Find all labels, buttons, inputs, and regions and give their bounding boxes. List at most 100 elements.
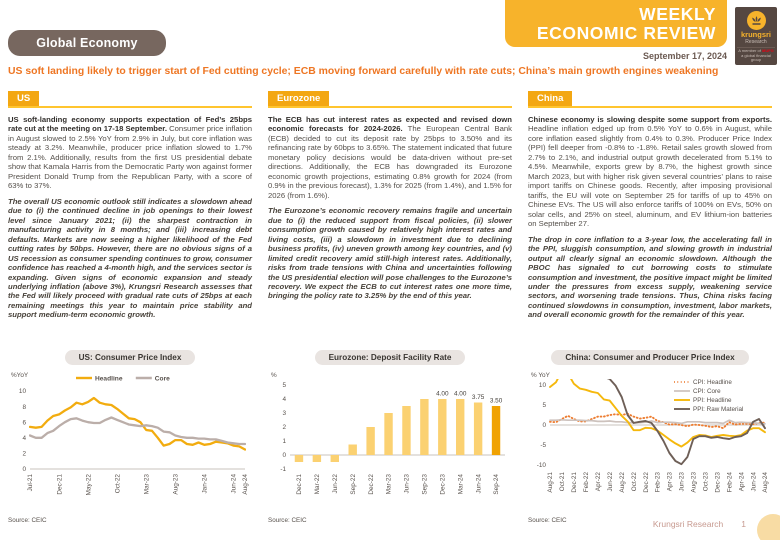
logo-tagline: A member of MUFG a global financial grou… (737, 47, 775, 62)
svg-text:5: 5 (282, 382, 286, 389)
svg-text:Core: Core (155, 375, 170, 382)
china-chart-source: Source: CEIC (528, 517, 567, 524)
us-section-header: US (8, 88, 252, 108)
china-chart-title: China: Consumer and Producer Price Index (551, 350, 749, 365)
svg-text:Aug-23: Aug-23 (691, 472, 698, 493)
global-economy-badge: Global Economy (8, 30, 166, 56)
svg-text:Jun-22: Jun-22 (607, 472, 614, 492)
banner-line1: WEEKLY (639, 4, 716, 24)
china-section-tab: China (528, 91, 573, 106)
us-paragraph-2: The overall US economic outlook still in… (8, 196, 252, 320)
svg-text:3.75: 3.75 (472, 394, 485, 401)
svg-text:Mar-22: Mar-22 (314, 474, 321, 495)
svg-text:4.00: 4.00 (454, 391, 467, 398)
svg-text:Dec-21: Dec-21 (296, 474, 303, 495)
svg-text:Headline: Headline (95, 375, 123, 382)
svg-text:Aug-22: Aug-22 (619, 472, 626, 493)
logo-brand-text: krungsri (740, 30, 771, 39)
svg-text:4.00: 4.00 (436, 391, 449, 398)
svg-text:Dec-21: Dec-21 (571, 472, 578, 493)
svg-text:Feb-23: Feb-23 (655, 472, 662, 493)
svg-text:Feb-24: Feb-24 (726, 472, 733, 493)
svg-text:Aug-24: Aug-24 (762, 472, 769, 493)
svg-text:2: 2 (282, 424, 286, 431)
svg-text:Apr-22: Apr-22 (595, 472, 602, 492)
svg-text:6: 6 (22, 419, 26, 426)
svg-text:Sep-22: Sep-22 (350, 474, 357, 495)
svg-text:4: 4 (282, 396, 286, 403)
svg-text:Oct-23: Oct-23 (702, 472, 709, 492)
svg-text:Aug-23: Aug-23 (172, 474, 179, 495)
svg-text:5: 5 (542, 402, 546, 409)
weekly-economic-review-banner: WEEKLY ECONOMIC REVIEW (505, 0, 727, 47)
eurozone-chart-block: Eurozone: Deposit Facility Rate % -1 0 1 2 3 4… (268, 350, 512, 524)
svg-text:%YoY: %YoY (11, 372, 29, 379)
krungsri-lotus-icon (746, 11, 766, 30)
us-section-tab: US (8, 91, 40, 106)
svg-text:Oct-22: Oct-22 (631, 472, 638, 492)
us-paragraph-1: US soft-landing economy supports expecta… (8, 115, 253, 191)
page-footer: Krungsri Research 1 (653, 519, 746, 529)
column-eurozone: Eurozone The ECB has cut interest rates … (268, 88, 512, 540)
corner-decoration-circle (757, 514, 780, 540)
page-headline: US soft landing likely to trigger start … (8, 66, 719, 77)
svg-text:Feb-22: Feb-22 (583, 472, 590, 493)
svg-text:1: 1 (282, 438, 286, 445)
krungsri-logo: krungsri Research A member of MUFG a glo… (735, 7, 777, 65)
svg-text:3.50: 3.50 (490, 398, 503, 405)
column-us: US US soft-landing economy supports expe… (8, 88, 252, 540)
logo-sub-text: Research (745, 39, 767, 45)
svg-text:Dec-23: Dec-23 (714, 472, 721, 493)
svg-text:Mar-23: Mar-23 (386, 474, 393, 495)
svg-text:-10: -10 (537, 462, 547, 469)
svg-text:Dec-23: Dec-23 (439, 474, 446, 495)
svg-text:% YoY: % YoY (531, 372, 551, 379)
svg-text:8: 8 (22, 404, 26, 411)
svg-text:Jun-24: Jun-24 (475, 474, 482, 494)
svg-text:Apr-23: Apr-23 (667, 472, 674, 492)
svg-text:Jun-23: Jun-23 (404, 474, 411, 494)
svg-text:10: 10 (19, 388, 27, 395)
china-chart-block: China: Consumer and Producer Price Index… (528, 350, 772, 524)
svg-text:Apr-24: Apr-24 (738, 472, 745, 492)
svg-text:PPI: Headline: PPI: Headline (693, 397, 732, 404)
svg-text:-1: -1 (280, 466, 286, 473)
eurozone-paragraph-1: The ECB has cut interest rates as expect… (268, 115, 513, 200)
report-date: September 17, 2024 (642, 51, 727, 61)
mufg-mark: MUFG (762, 48, 774, 53)
svg-text:PPI: Raw Material: PPI: Raw Material (693, 406, 743, 413)
svg-text:%: % (271, 372, 277, 379)
eurozone-chart-title: Eurozone: Deposit Facility Rate (314, 350, 466, 365)
us-chart-title: US: Consumer Price Index (64, 350, 196, 365)
svg-text:Jul-21: Jul-21 (27, 474, 34, 492)
svg-text:Jun-24: Jun-24 (231, 474, 238, 494)
svg-text:Dec-22: Dec-22 (368, 474, 375, 495)
banner-line2: ECONOMIC REVIEW (536, 23, 716, 43)
us-chart-source: Source: CEIC (8, 517, 47, 524)
svg-text:-5: -5 (540, 442, 546, 449)
svg-text:Jun-22: Jun-22 (332, 474, 339, 494)
svg-text:0: 0 (542, 422, 546, 429)
columns-container: US US soft-landing economy supports expe… (8, 88, 772, 540)
china-paragraph-1: Chinese economy is slowing despite some … (528, 115, 772, 229)
svg-text:Aug-21: Aug-21 (547, 472, 554, 493)
eurozone-deposit-rate-chart: % -1 0 1 2 3 4 5 Dec-21 Mar-22 Jun-22 Sep-22 Dec-22 M… (271, 372, 505, 495)
eurozone-section-tab: Eurozone (268, 91, 330, 106)
china-section-header: China (528, 88, 772, 108)
svg-text:Dec-22: Dec-22 (643, 472, 650, 493)
us-chart-block: US: Consumer Price Index %YoY 0 2 4 6 8 10 Jul-… (8, 350, 252, 524)
svg-text:Aug-24: Aug-24 (242, 474, 249, 495)
column-china: China Chinese economy is slowing despite… (528, 88, 772, 540)
svg-text:CPI: Core: CPI: Core (693, 388, 721, 395)
svg-text:CPI: Headline: CPI: Headline (693, 379, 732, 386)
svg-text:Mar-24: Mar-24 (457, 474, 464, 495)
svg-text:10: 10 (539, 382, 547, 389)
svg-text:0: 0 (22, 466, 26, 473)
svg-text:Oct-22: Oct-22 (114, 474, 121, 494)
svg-text:4: 4 (22, 435, 26, 442)
us-cpi-chart: %YoY 0 2 4 6 8 10 Jul-21 Dec-21 May-22 Oct-22 Mar-2… (11, 372, 249, 495)
page-number: 1 (741, 519, 746, 529)
svg-text:Jan-24: Jan-24 (202, 474, 209, 494)
svg-text:Oct-21: Oct-21 (559, 472, 566, 492)
